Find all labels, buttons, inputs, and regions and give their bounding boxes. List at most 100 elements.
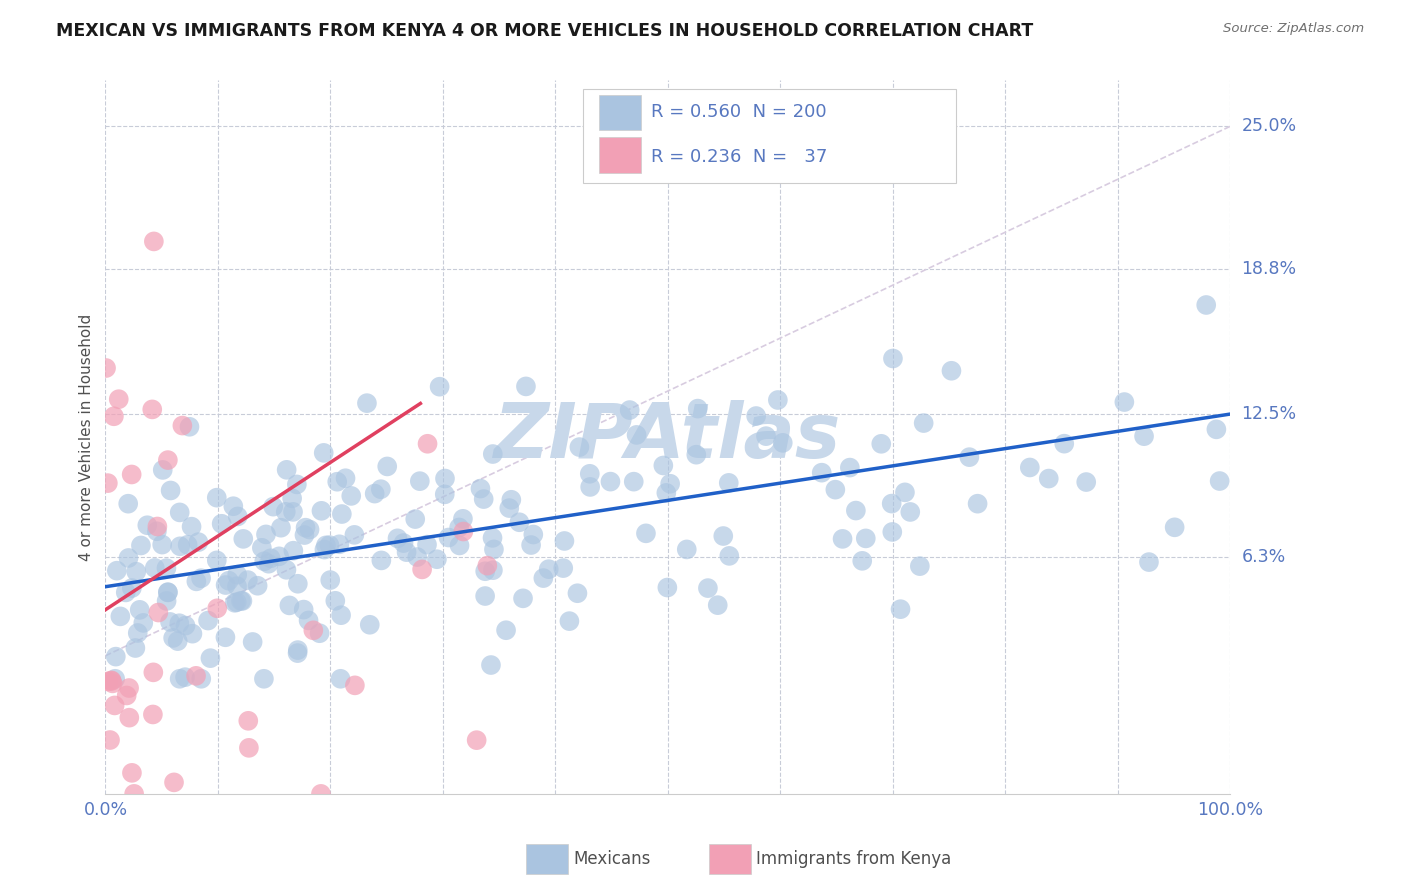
Point [453,524,475,539]
Point [472,492,495,507]
Point [159,615,181,629]
Point [169,505,191,519]
Point [512,591,534,606]
Point [226,579,249,593]
Point [127,626,149,640]
Point [169,539,191,553]
Point [1053,436,1076,450]
Point [711,529,734,543]
Point [181,626,204,640]
Point [870,437,893,451]
Point [276,463,298,477]
Point [880,497,903,511]
Point [330,507,353,521]
Point [156,585,179,599]
Point [186,574,208,589]
Point [269,549,291,564]
Point [479,658,502,673]
Point [482,542,505,557]
Point [404,512,426,526]
Point [253,554,276,568]
Point [176,538,198,552]
Point [142,707,165,722]
Point [287,576,309,591]
Point [281,491,304,506]
Point [159,483,181,498]
Point [166,634,188,648]
Point [231,594,253,608]
Point [187,535,209,549]
Point [104,672,127,686]
Point [619,403,641,417]
Point [311,504,333,518]
Point [498,501,520,516]
Point [495,624,517,638]
Y-axis label: 4 or more Vehicles in Household: 4 or more Vehicles in Household [79,313,94,561]
Point [254,527,277,541]
Point [330,608,353,623]
Point [214,578,236,592]
Point [481,531,503,545]
Point [205,553,228,567]
Point [851,554,873,568]
Point [142,235,165,249]
Point [1195,298,1218,312]
Point [152,463,174,477]
Text: 100.0%: 100.0% [1197,801,1264,819]
Point [824,483,846,497]
Point [449,520,471,534]
Point [218,574,240,588]
Point [718,549,741,563]
Point [110,609,132,624]
Point [236,573,259,587]
Point [343,528,366,542]
Point [522,527,544,541]
Point [226,567,249,582]
Point [184,669,207,683]
Point [172,418,194,433]
Point [200,651,222,665]
Point [335,471,357,485]
Point [433,487,456,501]
Text: 12.5%: 12.5% [1241,405,1296,423]
Text: Immigrants from Kenya: Immigrants from Kenya [756,850,952,868]
Point [169,672,191,686]
Text: 25.0%: 25.0% [1241,118,1296,136]
Point [375,459,398,474]
Point [838,460,860,475]
Point [174,618,197,632]
Point [274,505,297,519]
Point [449,538,471,552]
Point [1038,472,1060,486]
Point [437,531,460,545]
Point [652,458,675,473]
Point [474,589,496,603]
Text: 18.8%: 18.8% [1241,260,1296,278]
Point [356,396,378,410]
Point [882,524,904,539]
Point [294,521,316,535]
Point [124,640,146,655]
Point [105,564,128,578]
Point [180,519,202,533]
Point [148,606,170,620]
Point [568,440,591,454]
Point [114,585,136,599]
Point [315,538,337,552]
Point [501,492,523,507]
Point [156,453,179,467]
Point [302,624,325,638]
Point [426,552,449,566]
Point [190,672,212,686]
Text: R = 0.236  N =   37: R = 0.236 N = 37 [651,148,827,166]
Point [363,486,385,500]
Point [406,549,429,564]
Point [429,380,451,394]
Point [118,681,141,695]
Point [163,775,186,789]
Point [250,541,273,555]
Point [262,500,284,514]
Point [117,551,139,566]
Point [162,631,184,645]
Point [659,476,682,491]
